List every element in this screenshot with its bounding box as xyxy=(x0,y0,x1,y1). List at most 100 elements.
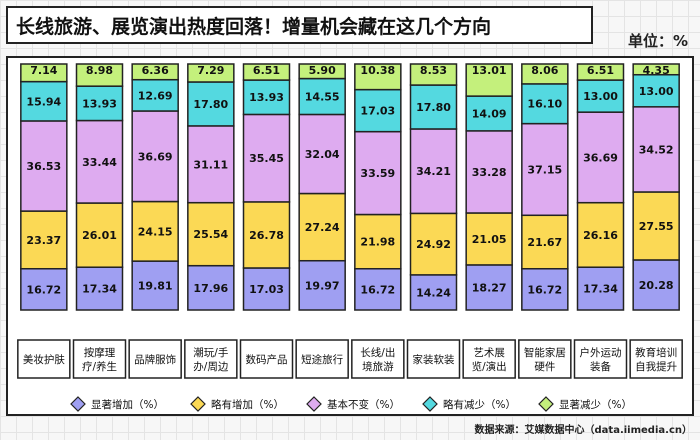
category-label-box xyxy=(295,339,349,379)
category-label: 办/周边 xyxy=(193,360,229,373)
bar-segment xyxy=(354,88,402,133)
data-label: 16.72 xyxy=(527,283,562,296)
data-label: 35.45 xyxy=(249,152,284,165)
category-label: 装备 xyxy=(590,360,611,373)
bar-segment xyxy=(298,259,346,311)
bar-segment xyxy=(187,201,235,267)
bar-segment xyxy=(242,201,291,269)
bar-segment xyxy=(632,106,680,193)
category-label: 家装软装 xyxy=(413,353,455,366)
data-label: 14.09 xyxy=(472,107,507,120)
category-label: 教育培训 xyxy=(635,346,677,359)
data-label: 18.27 xyxy=(472,281,507,294)
bar-segment xyxy=(576,63,625,81)
category-label: 按摩理 xyxy=(84,346,116,359)
bar-segment xyxy=(298,77,346,116)
data-label: 25.54 xyxy=(193,228,228,241)
data-label: 12.69 xyxy=(138,89,173,102)
category-label-box xyxy=(518,339,572,379)
bar-segment xyxy=(632,191,680,261)
category-label: 硬件 xyxy=(534,361,555,373)
bar-segment xyxy=(187,81,235,127)
category-label: 户外运动 xyxy=(580,346,622,359)
data-label: 31.11 xyxy=(193,158,228,171)
data-label: 13.00 xyxy=(639,85,674,98)
category-label: 览/演出 xyxy=(472,360,507,373)
data-label: 7.14 xyxy=(30,64,57,77)
bar-segment xyxy=(131,78,179,112)
data-label: 27.24 xyxy=(305,221,340,234)
data-label: 26.16 xyxy=(583,229,618,242)
chart-panel: 16.72 23.37 36.53 15.94 7.14 美妆护肤 17.34 26.01 33… xyxy=(6,56,694,416)
bar-segment xyxy=(576,111,625,204)
data-label: 13.93 xyxy=(249,91,284,104)
bar-segment xyxy=(242,63,291,81)
bar-segment xyxy=(75,63,124,87)
category-label: 自我提升 xyxy=(635,360,677,373)
data-label: 17.03 xyxy=(249,283,284,296)
data-label: 8.53 xyxy=(420,64,447,77)
data-label: 8.06 xyxy=(531,64,558,77)
data-label: 26.01 xyxy=(82,229,117,242)
unit-label: 单位：% xyxy=(627,32,688,50)
data-label: 26.78 xyxy=(249,229,284,242)
category-label: 短途旅行 xyxy=(301,353,343,366)
legend-marker xyxy=(70,396,86,412)
bar-segment xyxy=(242,267,291,311)
legend-label: 略有减少（%） xyxy=(443,398,516,411)
bar-segment xyxy=(75,119,124,204)
data-label: 24.15 xyxy=(138,225,173,238)
bar-segment xyxy=(632,259,680,311)
bar-segment xyxy=(521,122,569,217)
data-label: 16.10 xyxy=(527,98,562,111)
data-label: 36.53 xyxy=(26,160,61,173)
bar-segment xyxy=(242,79,291,116)
data-label: 36.69 xyxy=(138,150,173,163)
bar-segment xyxy=(75,202,124,268)
bar-segment xyxy=(409,63,458,86)
legend-marker xyxy=(538,396,554,412)
data-label: 17.34 xyxy=(583,283,618,296)
bar-segment xyxy=(521,214,569,270)
bar-segment xyxy=(187,63,235,83)
bar-segment xyxy=(354,213,402,270)
bar-segment xyxy=(521,63,569,85)
bar-segment xyxy=(465,130,513,214)
bar-segment xyxy=(354,63,402,91)
category-label-box xyxy=(573,339,628,379)
bar-segment xyxy=(20,267,68,311)
category-label: 品牌服饰 xyxy=(134,353,176,366)
category-label: 艺术展 xyxy=(473,347,505,359)
data-label: 6.36 xyxy=(142,64,169,77)
data-label: 34.21 xyxy=(416,165,451,178)
data-label: 20.28 xyxy=(639,279,674,292)
category-label-box xyxy=(128,339,182,379)
data-label: 6.51 xyxy=(253,64,280,77)
legend-label: 显著增加（%） xyxy=(91,398,164,411)
data-label: 33.59 xyxy=(360,167,395,180)
bar-segment xyxy=(75,85,124,122)
data-label: 14.24 xyxy=(416,286,451,299)
data-label: 19.97 xyxy=(305,279,340,292)
bar-segment xyxy=(131,260,179,311)
bar-segment xyxy=(632,63,680,76)
data-label: 17.03 xyxy=(360,105,395,118)
data-label: 17.34 xyxy=(82,283,117,296)
data-label: 23.37 xyxy=(26,234,61,247)
page-title: 长线旅游、展览演出热度回落！增量机会藏在这几个方向 xyxy=(6,6,593,44)
bar-segment xyxy=(20,80,68,122)
data-label: 34.52 xyxy=(639,143,674,156)
data-label: 13.00 xyxy=(583,90,618,103)
bar-segment xyxy=(187,125,235,204)
data-label: 13.93 xyxy=(82,97,117,110)
category-label: 智能家居 xyxy=(524,346,566,359)
legend-label: 基本不变（%） xyxy=(327,398,400,411)
bar-segment xyxy=(131,110,179,203)
category-label: 美妆护肤 xyxy=(23,353,65,366)
legend-label: 显著减少（%） xyxy=(559,398,632,411)
category-label-box xyxy=(351,339,405,379)
bar-segment xyxy=(242,113,291,203)
category-label-box xyxy=(629,339,683,379)
category-label-box xyxy=(239,339,294,379)
data-label: 10.38 xyxy=(360,64,395,77)
